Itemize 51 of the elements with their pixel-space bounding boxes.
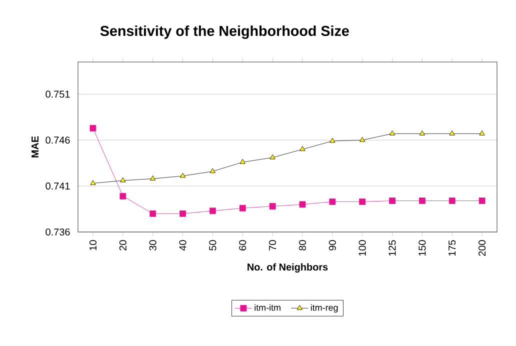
chart-title: Sensitivity of the Neighborhood Size <box>100 25 349 39</box>
legend-label: itm-reg <box>310 304 338 313</box>
point <box>120 192 126 200</box>
x-tick-label: 50 <box>209 240 216 250</box>
x-tick-label: 60 <box>239 240 246 250</box>
point <box>478 198 486 204</box>
legend-label: itm-itm <box>254 304 280 311</box>
point <box>180 210 186 217</box>
point <box>150 176 156 180</box>
point <box>90 180 96 185</box>
y-tick-label: 0.751 <box>46 90 70 98</box>
point <box>300 146 306 151</box>
point <box>270 154 276 160</box>
point <box>448 198 456 204</box>
y-tick-label: 0.741 <box>46 182 70 190</box>
x-tick-label: 40 <box>179 240 186 251</box>
point <box>360 136 366 142</box>
point <box>389 198 396 204</box>
x-tick-label: 10 <box>89 240 96 250</box>
x-tick-label: 125 <box>388 240 396 256</box>
x-axis-title: No. of Neighbors <box>248 263 328 273</box>
y-tick-label: 0.746 <box>46 136 70 144</box>
x-tick-label: 80 <box>298 240 306 250</box>
x-tick-label: 20 <box>119 240 126 250</box>
point <box>239 204 246 212</box>
x-tick-label: 90 <box>328 240 336 250</box>
x-tick-label: 70 <box>269 240 276 250</box>
point <box>330 138 336 143</box>
point <box>240 158 246 164</box>
point <box>449 130 455 136</box>
point <box>120 177 126 182</box>
point <box>418 198 426 204</box>
x-tick-label: 100 <box>358 240 366 256</box>
point <box>359 198 366 205</box>
point <box>150 210 156 217</box>
point <box>90 124 96 132</box>
point <box>419 130 425 136</box>
point <box>180 172 186 178</box>
x-tick-label: 30 <box>149 240 156 250</box>
point <box>210 168 216 174</box>
point <box>329 198 336 205</box>
x-tick-label: 150 <box>418 240 426 256</box>
point <box>299 201 306 208</box>
point <box>479 130 485 136</box>
point <box>389 130 396 136</box>
x-tick-label: 200 <box>478 240 486 256</box>
point <box>269 203 276 210</box>
y-tick-label: 0.736 <box>46 228 70 236</box>
point <box>209 208 216 214</box>
x-tick-label: 175 <box>448 240 456 256</box>
y-axis-title: MAE <box>32 136 38 158</box>
